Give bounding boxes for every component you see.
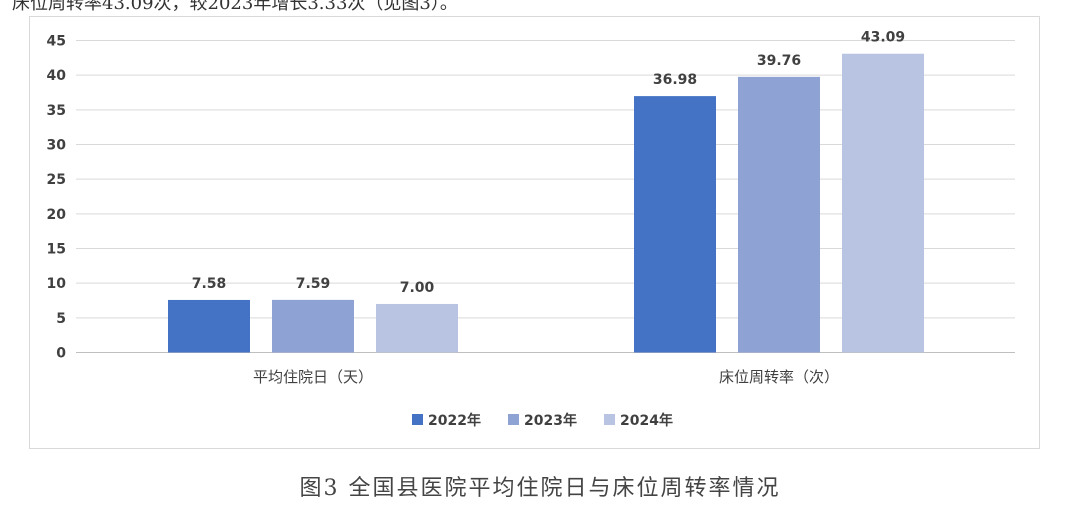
y-tick-label: 30: [47, 138, 67, 154]
y-tick-label: 45: [47, 34, 66, 50]
y-tick-label: 20: [47, 207, 67, 223]
data-label: 7.58: [192, 276, 227, 292]
figure-caption: 图3 全国县医院平均住院日与床位周转率情况: [299, 476, 781, 501]
bar: [738, 76, 820, 353]
data-label: 36.98: [653, 72, 697, 88]
y-tick-label: 5: [56, 311, 66, 327]
bar: [634, 96, 716, 353]
bar: [376, 303, 458, 353]
y-tick-label: 40: [47, 68, 67, 84]
data-label: 7.59: [296, 276, 331, 292]
y-tick-label: 10: [47, 276, 67, 292]
legend-label: 2022年: [428, 412, 481, 429]
y-tick-label: 35: [47, 103, 66, 119]
legend-swatch: [508, 414, 519, 425]
legend-swatch: [604, 414, 615, 425]
x-category-label: 平均住院日（天）: [253, 368, 373, 386]
data-label: 43.09: [861, 30, 905, 46]
chart-frame: 0 5 10 15 20 25 30 35 40 45 7.58 7.59 7.00 平均住院日（天） 36…: [29, 16, 1040, 449]
bar: [272, 299, 354, 353]
bar-chart: 0 5 10 15 20 25 30 35 40 45 7.58 7.59 7.00 平均住院日（天） 36…: [47, 30, 1015, 429]
preceding-paragraph-text: ，床位周转率43.09次，较2023年增长3.33次（见图3）。: [0, 0, 458, 13]
data-label: 7.00: [400, 280, 435, 296]
bar: [168, 299, 250, 353]
data-label: 39.76: [757, 53, 801, 69]
bar: [842, 53, 924, 353]
y-tick-label: 15: [47, 242, 66, 258]
x-category-label: 床位周转率（次）: [719, 368, 839, 386]
y-tick-label: 0: [56, 346, 66, 362]
legend-label: 2023年: [524, 412, 577, 429]
legend-label: 2024年: [620, 412, 673, 429]
legend-swatch: [412, 414, 423, 425]
y-tick-label: 25: [47, 172, 66, 188]
